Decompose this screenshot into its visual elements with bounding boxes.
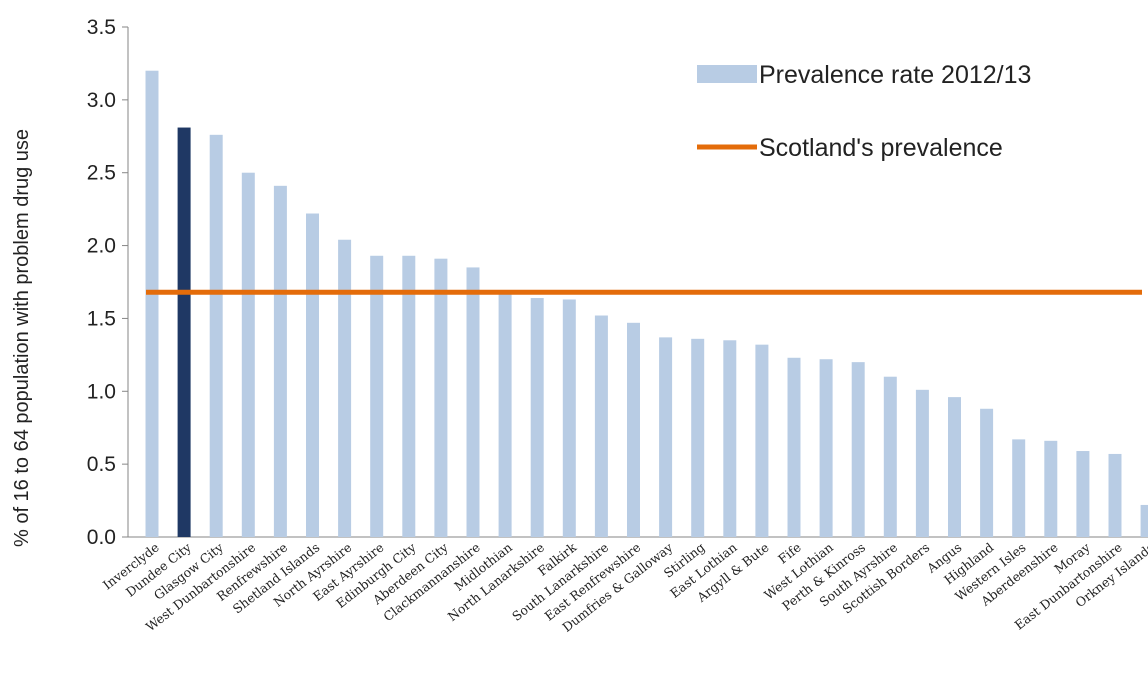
- bar: [241, 172, 255, 537]
- bar: [1044, 440, 1058, 537]
- bar: [402, 255, 416, 537]
- bar: [306, 213, 319, 537]
- bar: [370, 255, 384, 537]
- bar: [755, 344, 769, 537]
- bar: [915, 389, 929, 537]
- y-tick-label: 2.0: [87, 235, 116, 258]
- legend-label-prevalence: Prevalence rate 2012/13: [759, 61, 1031, 89]
- bar: [338, 239, 352, 537]
- y-tick-label: 3.5: [87, 16, 116, 39]
- y-tick-label: 0.5: [87, 453, 116, 476]
- legend-bar-swatch: [697, 65, 757, 83]
- y-tick-label: 3.0: [87, 89, 116, 112]
- bar: [819, 359, 833, 537]
- bar: [145, 70, 159, 537]
- bar: [562, 299, 576, 537]
- bar: [209, 134, 223, 538]
- y-tick-label: 1.5: [87, 307, 116, 330]
- bar: [1076, 451, 1090, 537]
- bar: [723, 340, 737, 537]
- bar: [177, 127, 191, 538]
- bar: [594, 315, 608, 537]
- bar: [1012, 439, 1026, 537]
- bar: [627, 322, 640, 537]
- bar: [434, 258, 448, 537]
- bar: [1108, 453, 1122, 537]
- bar: [530, 298, 544, 537]
- y-tick-labels: 0.0 0.5 1.0 1.5 2.0 2.5 3.0 3.5: [87, 16, 116, 549]
- y-tick-label: 0.0: [87, 526, 116, 549]
- bar: [851, 362, 865, 537]
- y-tick-label: 2.5: [87, 162, 116, 185]
- bar: [948, 397, 961, 537]
- bar: [980, 408, 994, 537]
- legend: Prevalence rate 2012/13 Scotland's preva…: [697, 61, 1031, 162]
- bars: [145, 70, 1148, 538]
- bar: [691, 338, 705, 537]
- legend-label-scotland: Scotland's prevalence: [759, 134, 1003, 162]
- y-axis-title: % of 16 to 64 population with problem dr…: [11, 129, 33, 547]
- bar: [1140, 504, 1148, 537]
- bar: [659, 337, 673, 537]
- bar: [498, 290, 512, 537]
- bar: [787, 357, 801, 537]
- bar: [273, 185, 287, 538]
- bar: [466, 267, 480, 537]
- bar: [883, 376, 897, 537]
- y-tick-label: 1.0: [87, 380, 116, 403]
